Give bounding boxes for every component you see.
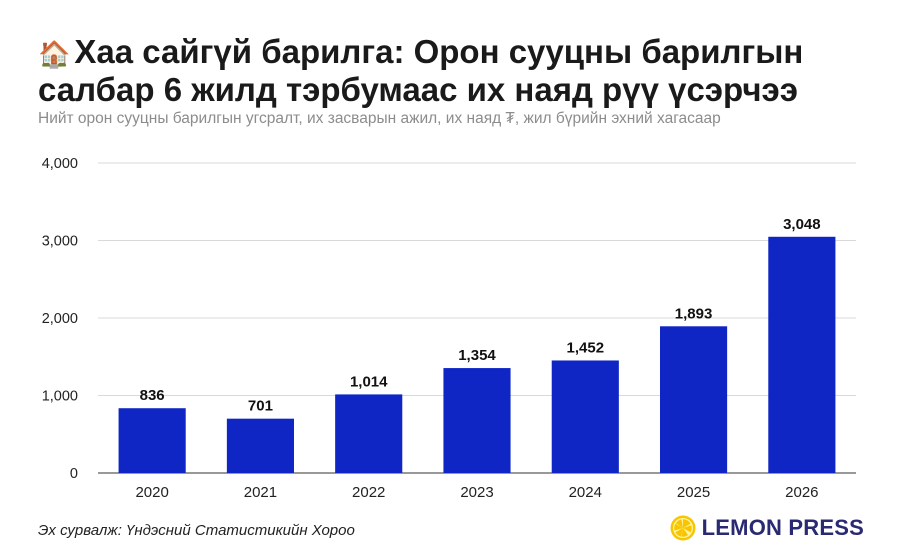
y-tick-label: 1,000	[42, 389, 78, 405]
y-tick-label: 4,000	[42, 156, 78, 172]
lemon-slice-icon	[670, 515, 696, 541]
bar-chart: 0 1,000 2,000 3,000 4,000 836 2020 701 2021 1,014…	[42, 156, 856, 501]
x-tick-label: 2023	[460, 484, 493, 501]
lemon-press-logo: LEMON PRESS	[670, 514, 864, 542]
chart-title-text: Хаа сайгүй барилга: Орон сууцны барилгын…	[38, 33, 804, 108]
bar	[226, 418, 294, 473]
y-tick-label: 0	[70, 466, 78, 482]
chart-title: 🏠 Хаа сайгүй барилга: Орон сууцны барилгы…	[38, 34, 888, 108]
x-tick-label: 2020	[135, 484, 168, 501]
data-label: 3,048	[783, 216, 821, 233]
data-label: 1,452	[567, 339, 605, 356]
data-label: 1,354	[458, 347, 496, 364]
x-tick-label: 2025	[677, 484, 710, 501]
y-tick-label: 3,000	[42, 234, 78, 250]
bar	[118, 408, 186, 473]
house-icon: 🏠	[38, 39, 71, 69]
x-tick-label: 2026	[785, 484, 818, 501]
data-label: 701	[248, 398, 273, 415]
bar	[660, 326, 728, 473]
x-tick-label: 2024	[569, 484, 602, 501]
x-tick-label: 2021	[244, 484, 277, 501]
bar	[443, 368, 511, 473]
source-note: Эх сурвалж: Үндэсний Статистикийн Хороо	[38, 522, 355, 539]
data-label: 1,014	[350, 373, 388, 390]
x-tick-label: 2022	[352, 484, 385, 501]
chart-subtitle: Нийт орон сууцны барилгын угсралт, их за…	[38, 110, 721, 127]
bar	[335, 394, 403, 473]
bar	[551, 360, 619, 473]
bar	[768, 236, 836, 473]
data-label: 836	[140, 387, 165, 404]
data-label: 1,893	[675, 305, 713, 322]
logo-text: LEMON PRESS	[701, 515, 864, 540]
y-tick-label: 2,000	[42, 311, 78, 327]
